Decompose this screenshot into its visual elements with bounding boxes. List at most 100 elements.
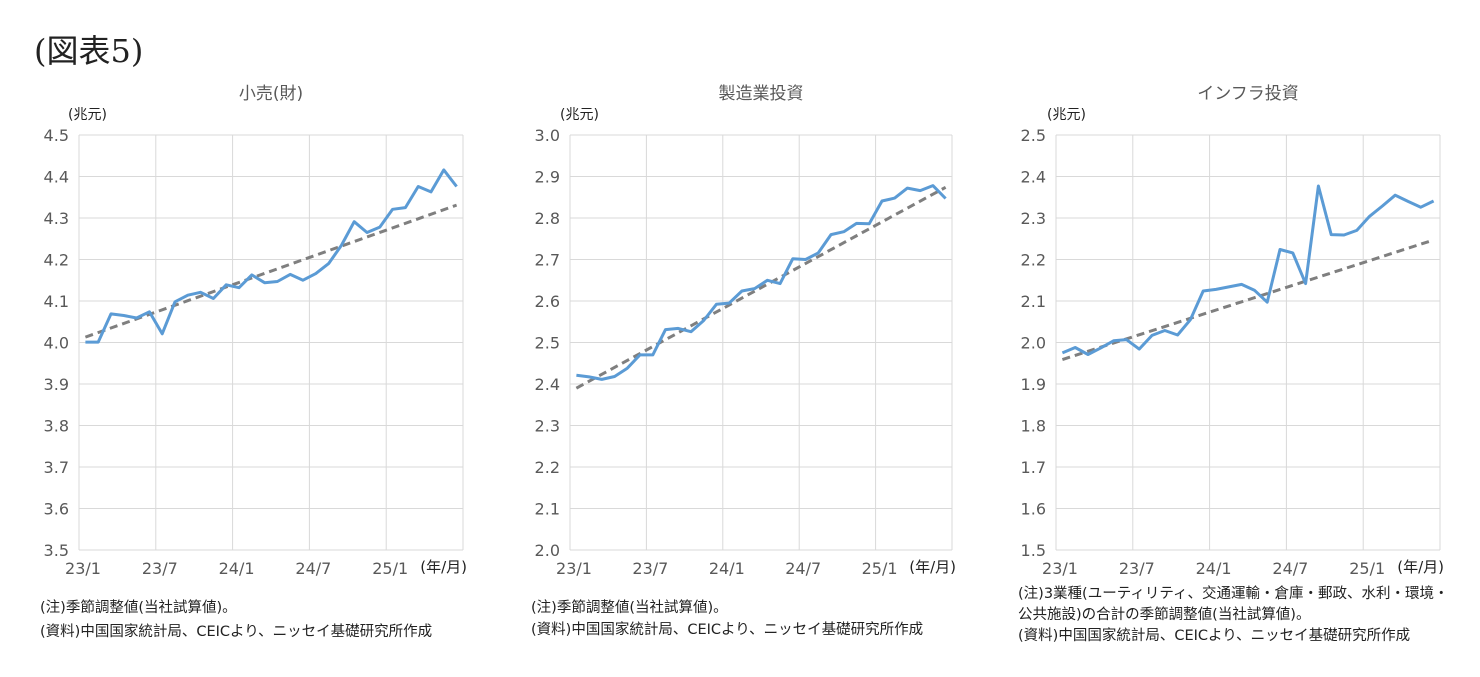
footnote: (資料)中国国家統計局、CEICより、ニッセイ基礎研究所作成 (40, 624, 433, 640)
y-tick-label: 2.7 (535, 251, 560, 270)
data-point (1355, 229, 1358, 232)
data-point (1368, 215, 1371, 218)
data-point (378, 226, 381, 229)
data-point (148, 310, 151, 313)
data-point (110, 312, 113, 315)
x-axis-label: (年/月) (909, 558, 956, 576)
y-tick-label: 3.6 (44, 500, 69, 519)
data-point (1163, 329, 1166, 332)
x-tick-label: 23/1 (1042, 559, 1078, 578)
data-point (225, 283, 228, 286)
data-point (186, 294, 189, 297)
data-point (842, 230, 845, 233)
y-tick-label: 4.1 (44, 292, 69, 311)
x-tick-label: 25/1 (862, 559, 898, 578)
data-point (1176, 334, 1179, 337)
data-point (1074, 346, 1077, 349)
data-line (576, 184, 947, 381)
data-point (1227, 285, 1230, 288)
x-tick-label: 24/1 (1196, 559, 1232, 578)
x-tick-label: 25/1 (1349, 559, 1385, 578)
data-point (830, 233, 833, 236)
data-point (1112, 339, 1115, 342)
chart-1 (78, 134, 464, 551)
data-point (931, 184, 934, 187)
y-tick-label: 2.9 (535, 168, 560, 187)
y-tick-label: 3.8 (44, 417, 69, 436)
data-point (600, 378, 603, 381)
y-axis-unit: (兆元) (1047, 107, 1086, 123)
data-point (1240, 283, 1243, 286)
data-point (1419, 206, 1422, 209)
data-point (276, 280, 279, 283)
data-point (327, 262, 330, 265)
y-tick-label: 3.5 (44, 541, 69, 560)
x-tick-label: 23/1 (556, 559, 592, 578)
data-point (766, 279, 769, 282)
data-point (199, 291, 202, 294)
data-point (1291, 251, 1294, 254)
y-tick-label: 4.2 (44, 251, 69, 270)
footnote: (注)季節調整値(当社試算値)。 (531, 600, 728, 616)
y-tick-label: 2.0 (535, 541, 560, 560)
x-tick-label: 23/7 (142, 559, 178, 578)
y-axis-unit: (兆元) (560, 107, 599, 123)
data-point (1394, 194, 1397, 197)
data-point (430, 190, 433, 193)
y-tick-label: 2.6 (535, 292, 560, 311)
data-point (289, 273, 292, 276)
y-tick-label: 3.0 (535, 126, 560, 145)
data-point (677, 327, 680, 330)
data-point (417, 185, 420, 188)
data-point (404, 206, 407, 209)
x-tick-label: 24/1 (219, 559, 255, 578)
y-tick-label: 2.3 (535, 417, 560, 436)
x-tick-label: 24/7 (1272, 559, 1308, 578)
y-axis-unit: (兆元) (68, 107, 107, 123)
footnote: (注)3業種(ユーティリティ、交通運輸・倉庫・郵政、水利・環境・ (1018, 586, 1449, 602)
data-point (314, 272, 317, 275)
data-point (1343, 234, 1346, 237)
data-point (1407, 200, 1410, 203)
data-point (804, 258, 807, 261)
data-point (353, 220, 356, 223)
data-point (263, 281, 266, 284)
data-point (651, 353, 654, 356)
y-tick-label: 4.4 (44, 168, 69, 187)
data-point (702, 319, 705, 322)
data-point (1317, 185, 1320, 188)
data-point (1304, 282, 1307, 285)
data-point (639, 353, 642, 356)
y-tick-label: 2.1 (1021, 292, 1046, 311)
data-point (740, 290, 743, 293)
data-point (161, 332, 164, 335)
data-point (715, 303, 718, 306)
data-point (250, 273, 253, 276)
data-point (391, 208, 394, 211)
y-tick-label: 2.2 (535, 458, 560, 477)
y-tick-label: 2.4 (535, 375, 560, 394)
data-line (85, 168, 458, 344)
data-point (122, 314, 125, 317)
data-point (1099, 346, 1102, 349)
data-point (455, 185, 458, 188)
x-axis-label: (年/月) (420, 558, 467, 576)
footnote: (資料)中国国家統計局、CEICより、ニッセイ基礎研究所作成 (1018, 628, 1411, 644)
y-tick-label: 2.0 (1021, 334, 1046, 353)
data-point (944, 197, 947, 200)
x-tick-label: 23/1 (65, 559, 101, 578)
y-tick-label: 2.2 (1021, 251, 1046, 270)
data-point (1087, 353, 1090, 356)
data-point (212, 297, 215, 300)
chart-title: 小売(財) (239, 84, 303, 104)
footnote: 公共施設)の合計の季節調整値(当社試算値)。 (1018, 607, 1311, 623)
data-point (728, 302, 731, 305)
y-tick-label: 3.9 (44, 375, 69, 394)
y-tick-label: 4.0 (44, 334, 69, 353)
data-point (779, 282, 782, 285)
data-point (1189, 318, 1192, 321)
data-point (919, 189, 922, 192)
data-point (1215, 288, 1218, 291)
data-point (366, 231, 369, 234)
